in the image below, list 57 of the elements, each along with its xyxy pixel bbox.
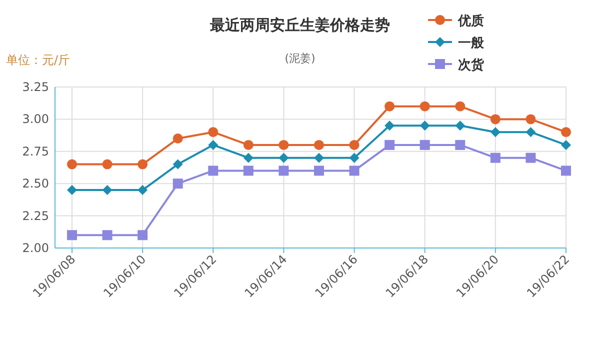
legend-label: 优质: [457, 13, 484, 29]
y-tick-label: 2.25: [22, 208, 49, 223]
point: [561, 140, 571, 150]
chart-title: 最近两周安丘生姜价格走势: [209, 16, 390, 34]
chart-subtitle: (泥姜): [284, 52, 316, 65]
point: [526, 114, 536, 124]
point: [349, 166, 360, 176]
point: [490, 127, 500, 138]
point: [561, 166, 571, 176]
point: [172, 178, 183, 189]
point: [138, 185, 148, 196]
point: [314, 166, 324, 176]
point: [455, 120, 466, 131]
point: [278, 152, 289, 163]
y-tick-label: 2.75: [22, 144, 49, 158]
point: [102, 185, 112, 196]
y-tick-label: 2.50: [22, 176, 49, 191]
legend-label: 一般: [458, 36, 485, 51]
y-axis-title: 单位：元/斤: [6, 53, 70, 67]
point: [420, 140, 430, 150]
y-tick-label: 3.00: [22, 112, 49, 126]
point: [172, 134, 183, 144]
point: [455, 101, 466, 112]
y-tick-label: 2.00: [22, 241, 49, 255]
point: [455, 140, 466, 150]
point: [172, 159, 183, 170]
point: [67, 159, 77, 170]
point: [208, 140, 218, 150]
point: [102, 230, 112, 240]
point: [561, 127, 571, 138]
point: [490, 114, 500, 124]
point: [243, 152, 254, 163]
point: [243, 166, 254, 176]
point: [384, 101, 395, 112]
point: [208, 166, 218, 176]
y-tick-label: 3.25: [22, 80, 49, 94]
point: [314, 140, 324, 150]
point: [138, 230, 148, 240]
point: [490, 152, 500, 163]
point: [384, 140, 395, 150]
point: [420, 101, 430, 112]
point: [138, 159, 148, 170]
point: [349, 152, 360, 163]
point: [278, 140, 289, 150]
point: [243, 140, 254, 150]
point: [526, 127, 536, 138]
point: [384, 120, 395, 131]
point: [208, 127, 218, 138]
point: [349, 140, 360, 150]
point: [526, 152, 536, 163]
point: [102, 159, 112, 170]
legend-label: 次货: [458, 57, 485, 73]
point: [420, 120, 430, 131]
point: [67, 230, 77, 240]
point: [67, 185, 77, 196]
point: [314, 152, 324, 163]
point: [278, 166, 289, 176]
